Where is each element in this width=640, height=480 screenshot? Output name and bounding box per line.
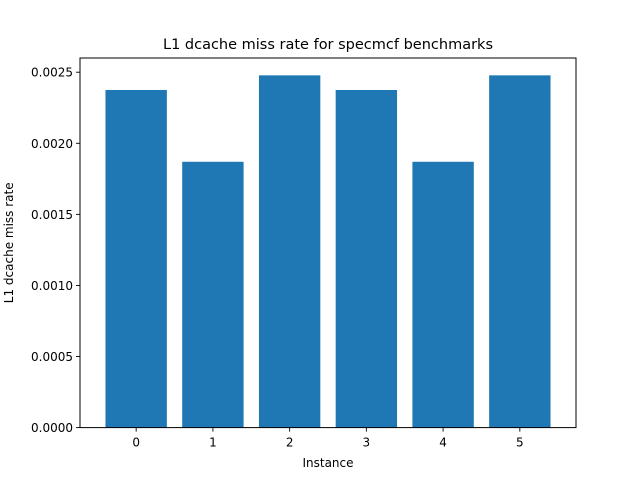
chart-title: L1 dcache miss rate for specmcf benchmar… (163, 37, 493, 53)
bar-0 (105, 89, 167, 428)
bar-5 (489, 75, 551, 428)
y-tick-label: 0.0010 (31, 279, 73, 293)
x-tick-label: 5 (516, 436, 524, 450)
bar-4 (412, 161, 474, 428)
y-axis-label: L1 dcache miss rate (2, 182, 16, 303)
bar-3 (335, 89, 398, 428)
x-tick-label: 2 (286, 436, 294, 450)
bar-1 (182, 161, 244, 428)
x-tick-label: 0 (132, 436, 140, 450)
y-tick-label: 0.0015 (31, 208, 73, 222)
bars-group (105, 75, 551, 428)
y-tick-label: 0.0005 (31, 350, 73, 364)
x-tick-label: 4 (439, 436, 447, 450)
y-tick-label: 0.0020 (31, 137, 73, 151)
y-axis-ticks: 0.0000 0.0005 0.0010 0.0015 0.0020 0.0025 (31, 66, 80, 435)
y-tick-label: 0.0025 (31, 66, 73, 80)
plot-frame (79, 57, 577, 429)
y-tick-label: 0.0000 (31, 421, 73, 435)
x-tick-label: 1 (209, 436, 217, 450)
bar-2 (258, 75, 321, 428)
x-tick-label: 3 (363, 436, 371, 450)
x-axis-label: Instance (302, 456, 353, 470)
x-axis-ticks: 0 1 2 3 4 5 (132, 427, 524, 450)
